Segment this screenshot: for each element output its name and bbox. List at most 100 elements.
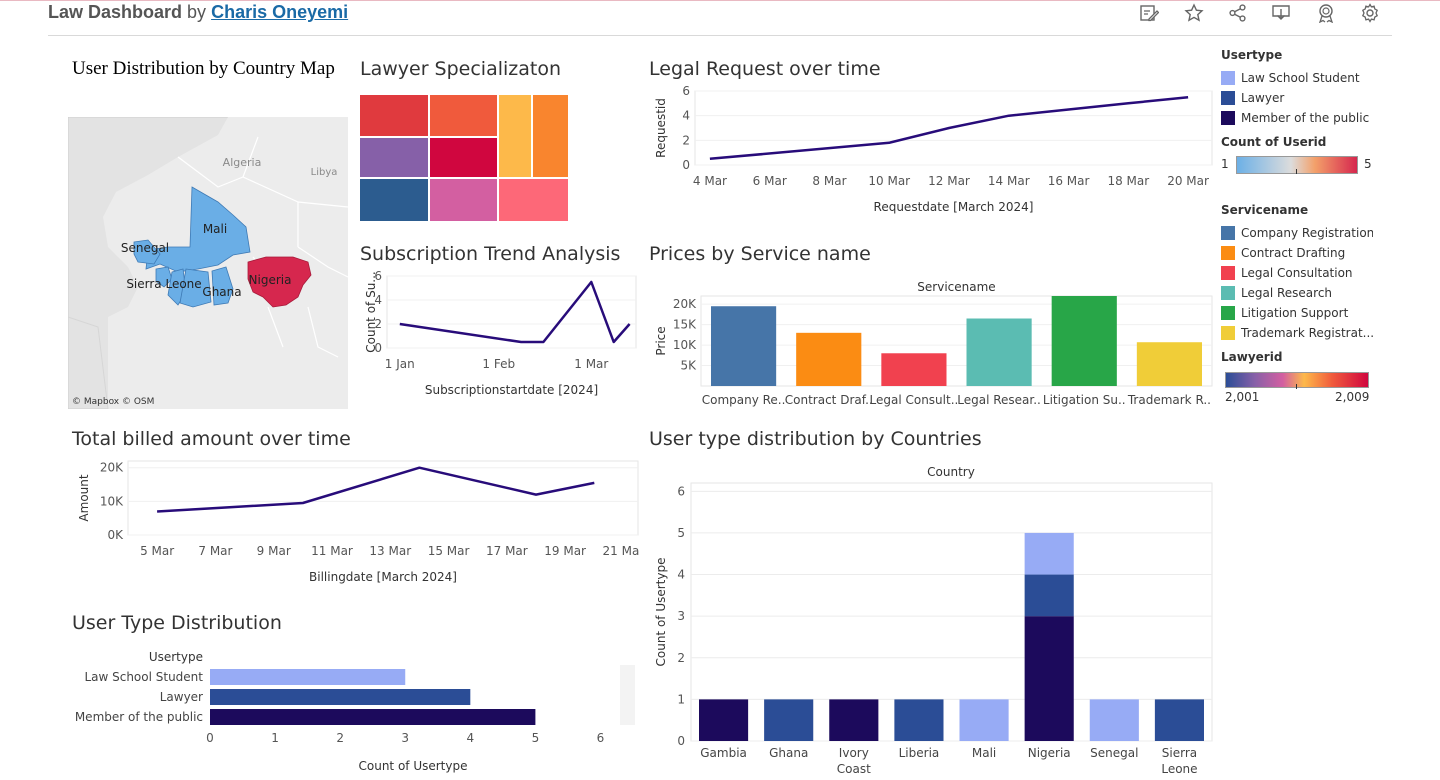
legend-title: Count of Userid xyxy=(1221,135,1327,149)
map-region-nigeria[interactable] xyxy=(247,256,312,308)
prices-chart[interactable]: Servicename 5K 10K 15K 20K Company Re.. Contra… xyxy=(649,270,1214,410)
treemap-cell[interactable] xyxy=(360,138,428,177)
badge-icon[interactable] xyxy=(1316,3,1336,23)
usertype-bar[interactable] xyxy=(210,709,536,725)
stacked-bar-segment[interactable] xyxy=(894,699,944,741)
stacked-bar-segment[interactable] xyxy=(1089,699,1139,741)
treemap-cell[interactable] xyxy=(360,95,428,136)
x-tick-label: 5 Mar xyxy=(140,544,174,558)
series-line[interactable] xyxy=(399,280,631,344)
usertype-country-chart[interactable]: Country 0 1 2 3 4 5 6 Gambia Ghana Ivory Coast Liber… xyxy=(649,455,1217,778)
legend-item[interactable]: Lawyer xyxy=(1221,88,1381,108)
usertype-dist-chart[interactable]: Usertype Law School Student Lawyer Member o… xyxy=(72,640,640,780)
usertype-country-title: User type distribution by Countries xyxy=(649,428,982,450)
legend-item[interactable]: Law School Student xyxy=(1221,68,1381,88)
edit-icon[interactable] xyxy=(1139,3,1159,23)
legend-swatch xyxy=(1221,91,1235,105)
x-tick-label: 12 Mar xyxy=(928,174,970,188)
legend-item[interactable]: Legal Research xyxy=(1221,283,1373,303)
price-bar[interactable] xyxy=(1051,296,1117,386)
stacked-bar-segment[interactable] xyxy=(1024,616,1074,741)
map-region-mali[interactable] xyxy=(145,186,251,273)
legend-item[interactable]: Trademark Registrat... xyxy=(1221,323,1373,343)
price-bar[interactable] xyxy=(881,353,947,386)
plot-frame xyxy=(700,295,1213,387)
legend-item[interactable]: Member of the public xyxy=(1221,108,1381,128)
x-tick-label: 10 Mar xyxy=(868,174,910,188)
stacked-bar-segment[interactable] xyxy=(959,699,1009,741)
x-tick-label: 18 Mar xyxy=(1107,174,1149,188)
map-region-senegal[interactable] xyxy=(133,239,161,265)
x-tick-label: Legal Resear.. xyxy=(957,393,1041,407)
y-axis-title: Price xyxy=(654,326,668,355)
map-region-sierra-leone[interactable] xyxy=(155,266,173,288)
legend-label: Legal Research xyxy=(1241,286,1333,300)
stacked-bar-segment[interactable] xyxy=(699,699,749,741)
dashboard-header: Law Dashboard by Charis Oneyemi xyxy=(48,2,348,23)
star-icon[interactable] xyxy=(1184,3,1204,23)
x-axis-header: Country xyxy=(927,465,975,479)
lawyer-specialization-treemap[interactable] xyxy=(360,95,568,221)
legend-swatch xyxy=(1221,71,1235,85)
price-bar[interactable] xyxy=(711,306,777,386)
stacked-bar-segment[interactable] xyxy=(1154,699,1204,741)
legend-label: Contract Drafting xyxy=(1241,246,1346,260)
legend-title: Servicename xyxy=(1221,203,1309,217)
x-tick-label: 1 xyxy=(271,731,279,745)
usertype-bar[interactable] xyxy=(210,689,471,705)
stacked-bar-segment[interactable] xyxy=(1024,574,1074,617)
legend-label: Company Registration xyxy=(1241,226,1373,240)
price-bar[interactable] xyxy=(966,318,1032,387)
legend-item[interactable]: Company Registration xyxy=(1221,223,1373,243)
legend-swatch xyxy=(1221,286,1235,300)
legend-item[interactable]: Contract Drafting xyxy=(1221,243,1373,263)
lawyerid-gradient xyxy=(1225,372,1369,388)
treemap-cell[interactable] xyxy=(499,95,531,177)
treemap-cell[interactable] xyxy=(430,138,497,177)
y-tick-label: 3 xyxy=(677,609,685,623)
series-line[interactable] xyxy=(157,466,595,513)
legend-max: 2,009 xyxy=(1335,390,1370,404)
author-link[interactable]: Charis Oneyemi xyxy=(211,2,349,22)
stacked-bar-segment[interactable] xyxy=(764,699,814,741)
treemap-cell[interactable] xyxy=(533,95,568,177)
legend-label: Litigation Support xyxy=(1241,306,1349,320)
gradient-midpoint-marker xyxy=(1296,169,1297,174)
gear-icon[interactable] xyxy=(1360,3,1380,23)
y-tick-label: 15K xyxy=(673,318,697,332)
subscription-chart[interactable]: 0 2 4 6 1 Jan 1 Feb 1 Mar Subscriptionstartdate… xyxy=(333,268,638,408)
legend-max: 5 xyxy=(1364,157,1372,171)
treemap-cell[interactable] xyxy=(360,179,428,221)
legend-swatch xyxy=(1221,111,1235,125)
x-axis-title: Subscriptionstartdate [2024] xyxy=(425,383,598,397)
treemap-cell[interactable] xyxy=(430,95,497,136)
coastline xyxy=(68,316,109,409)
by-label: by xyxy=(187,2,207,22)
stacked-bar-segment[interactable] xyxy=(1024,532,1074,575)
billed-chart[interactable]: 0K 10K 20K 5 Mar 7 Mar 9 Mar 11 Mar 13 Mar 15 Ma… xyxy=(72,455,640,595)
country-map[interactable]: Algeria Libya Mali Senegal Sierra Leone … xyxy=(68,117,348,409)
download-icon[interactable] xyxy=(1271,3,1291,23)
y-tick-label: 4 xyxy=(677,568,685,582)
treemap-cell[interactable] xyxy=(430,179,497,221)
treemap-cell[interactable] xyxy=(499,179,568,221)
series-line[interactable] xyxy=(709,95,1189,161)
map-region-ivory-coast[interactable] xyxy=(179,268,212,308)
x-tick-label: 15 Mar xyxy=(428,544,470,558)
legal-request-chart[interactable]: 0 2 4 6 4 Mar 6 Mar 8 Mar 10 Mar 12 Mar 14 Mar 16 … xyxy=(649,85,1214,225)
usertype-bar[interactable] xyxy=(210,669,406,685)
legend-item[interactable]: Legal Consultation xyxy=(1221,263,1373,283)
price-bar[interactable] xyxy=(1136,342,1202,386)
map-attribution: © Mapbox © OSM xyxy=(72,397,154,407)
stacked-bar-segment[interactable] xyxy=(829,699,879,741)
y-tick-label: 5K xyxy=(680,359,697,373)
y-tick-label: 0 xyxy=(682,158,690,172)
price-bar[interactable] xyxy=(796,332,862,386)
map-region-ghana[interactable] xyxy=(211,266,234,306)
share-icon[interactable] xyxy=(1228,3,1248,23)
x-axis-title: Requestdate [March 2024] xyxy=(874,200,1034,214)
legend-item[interactable]: Litigation Support xyxy=(1221,303,1373,323)
prices-title: Prices by Service name xyxy=(649,243,871,265)
map-label-sierra-leone: Sierra Leone xyxy=(126,277,201,291)
legend-swatch xyxy=(1221,266,1235,280)
